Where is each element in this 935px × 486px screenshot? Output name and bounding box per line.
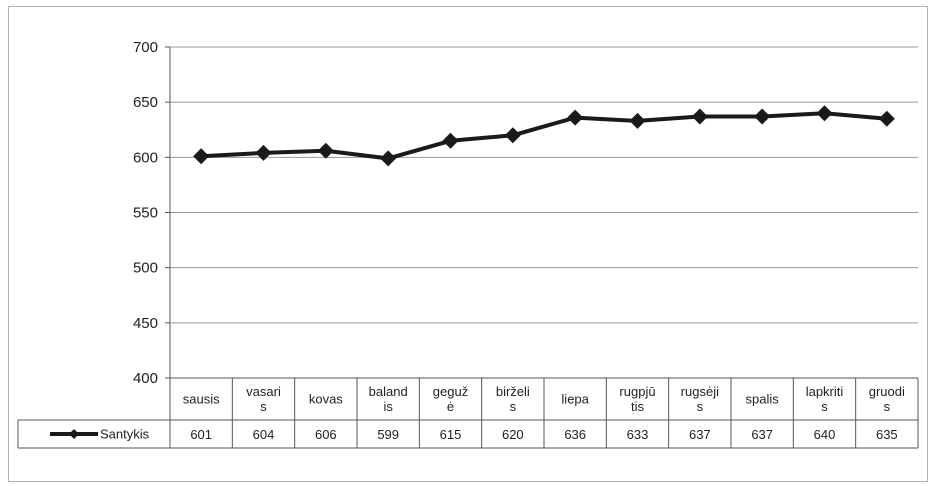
category-label: geguž (433, 384, 468, 399)
category-label: liepa (561, 392, 589, 407)
data-value-cell: 620 (502, 427, 524, 442)
data-value-cell: 640 (814, 427, 836, 442)
y-axis: 400 450 500 550 600 650 700 (133, 39, 171, 387)
legend-label: Santykis (100, 427, 150, 442)
y-tick-label: 500 (133, 260, 158, 277)
category-label: kovas (309, 392, 343, 407)
data-point-marker (380, 150, 397, 167)
category-label: s (260, 399, 267, 414)
gridlines (170, 46, 918, 324)
category-label: rugpjū (619, 384, 655, 399)
category-label: s (510, 399, 517, 414)
category-label: gruodi (869, 384, 905, 399)
data-point-marker (193, 148, 210, 165)
y-tick-label: 550 (133, 205, 158, 222)
data-point-marker (504, 127, 521, 144)
category-label: tis (631, 399, 645, 414)
data-value-cell: 599 (377, 427, 399, 442)
series-line (201, 111, 888, 161)
category-label: ė (447, 399, 454, 414)
data-value-cell: 636 (564, 427, 586, 442)
data-point-marker (816, 105, 833, 122)
category-label: vasari (246, 384, 281, 399)
category-label: lapkriti (806, 384, 844, 399)
y-tick-label: 450 (133, 315, 158, 332)
data-value-cell: 637 (689, 427, 711, 442)
category-label: rugsėji (681, 384, 719, 399)
category-label: birželi (496, 384, 530, 399)
data-point-marker (255, 144, 272, 161)
category-label: sausis (183, 392, 220, 407)
category-label: s (697, 399, 704, 414)
y-tick-label: 400 (133, 370, 158, 387)
data-point-marker (878, 110, 895, 127)
data-value-cell: 615 (440, 427, 462, 442)
data-value-cell: 633 (627, 427, 649, 442)
y-tick-label: 600 (133, 149, 158, 166)
data-point-marker (691, 108, 708, 125)
data-point-marker (567, 109, 584, 126)
category-label: s (821, 399, 828, 414)
data-value-cell: 637 (751, 427, 773, 442)
y-tick-label: 700 (133, 39, 158, 56)
chart-frame (8, 6, 928, 482)
category-label: is (383, 399, 393, 414)
y-tick-label: 650 (133, 94, 158, 111)
series-santykis (193, 105, 895, 167)
data-point-marker (317, 142, 334, 159)
data-value-cell: 601 (190, 427, 212, 442)
data-point-marker (754, 108, 771, 125)
category-label: spalis (746, 392, 780, 407)
legend-marker (69, 429, 79, 439)
data-point-marker (629, 112, 646, 129)
data-point-marker (442, 132, 459, 149)
category-label: baland (369, 384, 408, 399)
data-value-cell: 604 (253, 427, 275, 442)
data-value-cell: 635 (876, 427, 898, 442)
category-label: s (884, 399, 891, 414)
data-value-cell: 606 (315, 427, 337, 442)
